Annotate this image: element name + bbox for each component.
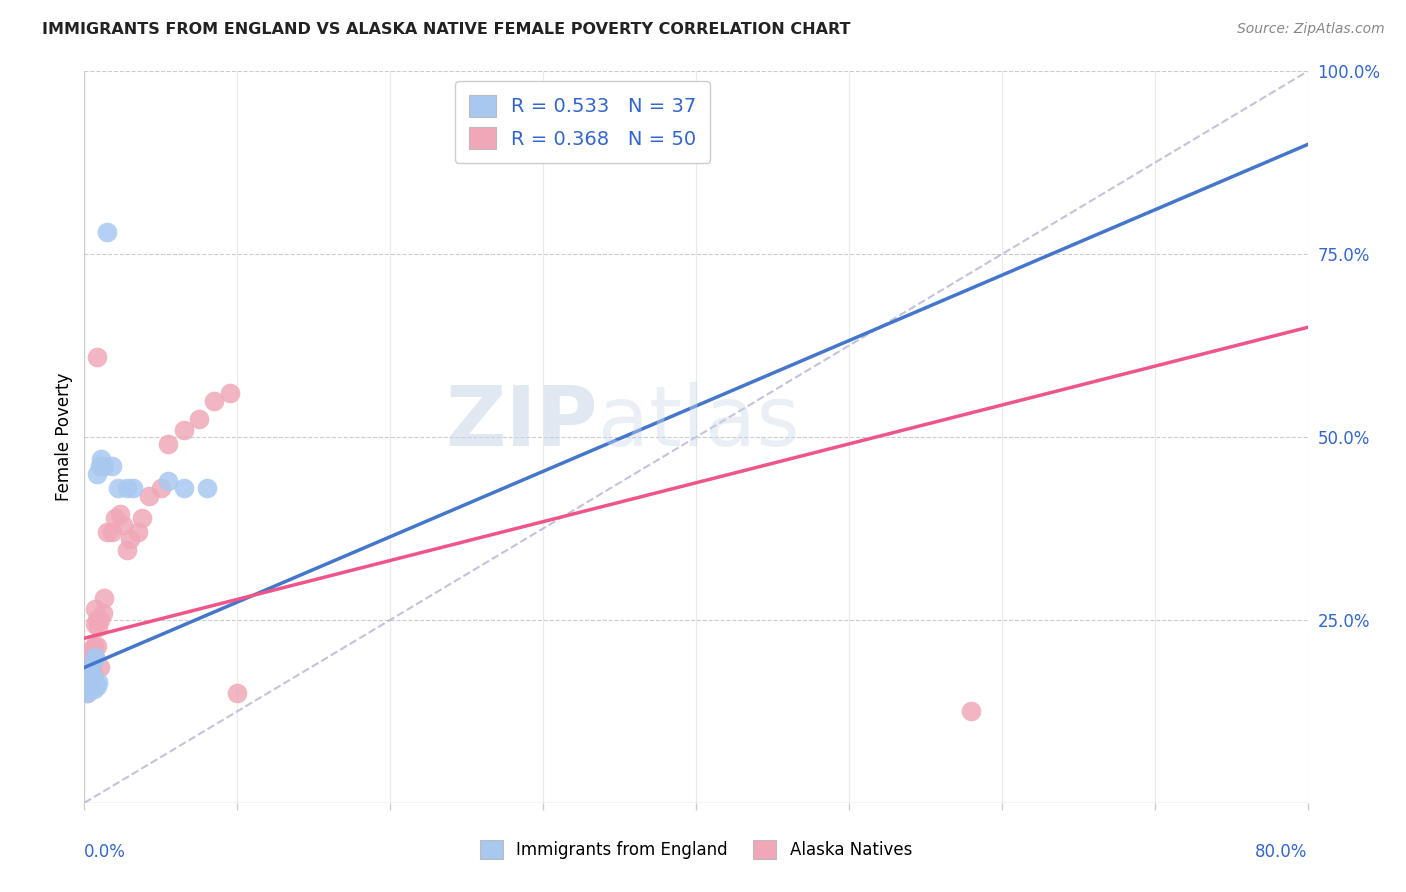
Point: [96, 225, 118, 239]
Point: [127, 525, 149, 540]
Point: [77, 657, 100, 671]
Point: [75, 667, 97, 681]
Point: [75, 679, 97, 693]
Point: [75, 664, 97, 678]
Point: [87, 620, 110, 634]
Text: 80.0%: 80.0%: [1256, 843, 1308, 861]
Point: [86, 613, 108, 627]
Point: [76, 672, 98, 686]
Text: IMMIGRANTS FROM ENGLAND VS ALASKA NATIVE FEMALE POVERTY CORRELATION CHART: IMMIGRANTS FROM ENGLAND VS ALASKA NATIVE…: [42, 22, 851, 37]
Point: [96, 525, 118, 540]
Point: [111, 517, 134, 532]
Point: [80, 642, 103, 657]
Point: [75, 682, 97, 697]
Point: [76, 672, 98, 686]
Point: [149, 481, 172, 495]
Point: [104, 510, 127, 524]
Point: [202, 393, 225, 408]
Point: [87, 675, 110, 690]
Point: [83, 667, 105, 681]
Point: [76, 679, 98, 693]
Point: [173, 481, 195, 495]
Point: [115, 481, 138, 495]
Point: [79, 667, 101, 681]
Point: [77, 682, 100, 697]
Point: [108, 507, 131, 521]
Point: [79, 653, 101, 667]
Point: [77, 675, 100, 690]
Text: ZIP: ZIP: [446, 382, 598, 463]
Point: [80, 667, 103, 681]
Point: [77, 675, 100, 690]
Point: [84, 649, 107, 664]
Point: [960, 705, 983, 719]
Point: [101, 459, 124, 474]
Point: [101, 525, 124, 540]
Point: [131, 510, 153, 524]
Point: [76, 686, 98, 700]
Legend: Immigrants from England, Alaska Natives: Immigrants from England, Alaska Natives: [471, 831, 921, 868]
Point: [79, 675, 101, 690]
Point: [157, 437, 180, 451]
Point: [79, 679, 101, 693]
Point: [173, 423, 195, 437]
Point: [84, 616, 107, 631]
Point: [107, 481, 129, 495]
Text: 0.0%: 0.0%: [84, 843, 127, 861]
Point: [86, 679, 108, 693]
Point: [77, 667, 100, 681]
Point: [75, 675, 97, 690]
Point: [76, 675, 98, 690]
Y-axis label: Female Poverty: Female Poverty: [55, 373, 73, 501]
Text: Source: ZipAtlas.com: Source: ZipAtlas.com: [1237, 22, 1385, 37]
Point: [83, 653, 105, 667]
Point: [76, 660, 98, 674]
Point: [89, 613, 111, 627]
Point: [86, 467, 108, 481]
Point: [75, 672, 97, 686]
Text: atlas: atlas: [598, 382, 800, 463]
Point: [89, 459, 111, 474]
Point: [79, 675, 101, 690]
Point: [80, 679, 103, 693]
Point: [80, 649, 103, 664]
Point: [120, 533, 142, 547]
Point: [76, 664, 98, 678]
Point: [76, 686, 98, 700]
Point: [80, 675, 103, 690]
Point: [84, 602, 107, 616]
Point: [93, 591, 115, 605]
Point: [218, 386, 240, 401]
Point: [89, 660, 111, 674]
Point: [122, 481, 145, 495]
Point: [83, 682, 105, 697]
Point: [226, 686, 249, 700]
Point: [93, 459, 115, 474]
Point: [76, 679, 98, 693]
Point: [83, 639, 105, 653]
Point: [195, 481, 218, 495]
Point: [75, 664, 97, 678]
Point: [79, 682, 101, 697]
Point: [138, 489, 160, 503]
Point: [75, 675, 97, 690]
Point: [157, 474, 180, 488]
Point: [86, 639, 108, 653]
Point: [115, 543, 138, 558]
Point: [83, 649, 105, 664]
Point: [77, 679, 100, 693]
Point: [188, 412, 211, 426]
Point: [91, 606, 114, 620]
Point: [79, 646, 101, 660]
Point: [75, 682, 97, 697]
Point: [86, 350, 108, 364]
Point: [77, 667, 100, 681]
Point: [80, 660, 103, 674]
Point: [77, 682, 100, 697]
Point: [90, 452, 112, 467]
